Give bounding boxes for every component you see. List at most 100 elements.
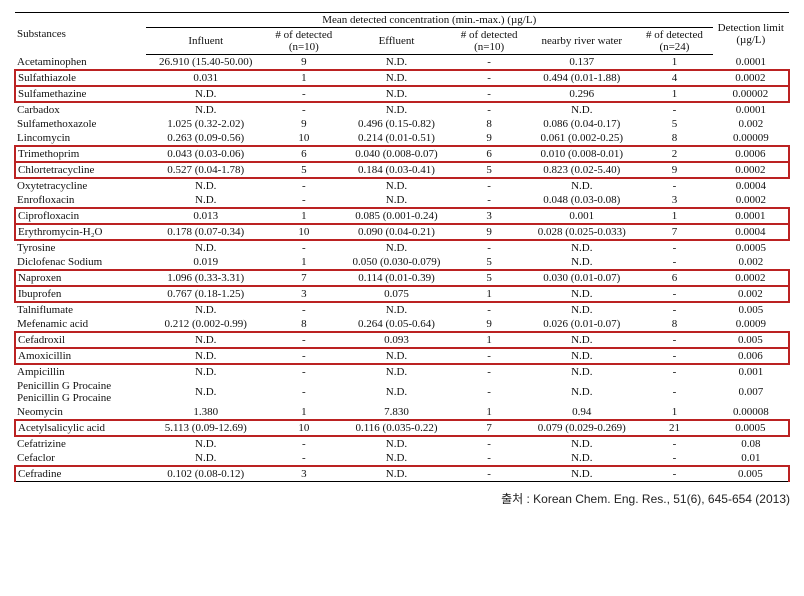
table-row: CefatrizineN.D.-N.D.-N.D.-0.08 (15, 436, 789, 451)
cell-detlim: 0.0002 (713, 270, 789, 286)
cell-ndet-river: 1 (636, 86, 712, 102)
cell-river: N.D. (527, 240, 636, 255)
cell-ndet-river: 1 (636, 208, 712, 224)
cell-ndet-influent: - (266, 436, 342, 451)
cell-detlim: 0.002 (713, 255, 789, 270)
cell-detlim: 0.0001 (713, 55, 789, 71)
cell-influent: N.D. (146, 348, 266, 364)
cell-ndet-river: 7 (636, 224, 712, 240)
cell-ndet-river: 1 (636, 55, 712, 71)
cell-effluent: N.D. (342, 240, 451, 255)
cell-ndet-effluent: 3 (451, 208, 527, 224)
cell-ndet-effluent: 5 (451, 270, 527, 286)
cell-substance: Carbadox (15, 102, 146, 117)
col-ndet24: # of detected (n=24) (636, 28, 712, 55)
cell-river: N.D. (527, 451, 636, 466)
cell-detlim: 0.0004 (713, 224, 789, 240)
table-row: Sulfathiazole0.0311N.D.-0.494 (0.01-1.88… (15, 70, 789, 86)
cell-substance: Cefadroxil (15, 332, 146, 348)
cell-effluent: 0.040 (0.008-0.07) (342, 146, 451, 162)
cell-substance: Trimethoprim (15, 146, 146, 162)
table-row: CarbadoxN.D.-N.D.-N.D.-0.0001 (15, 102, 789, 117)
cell-ndet-influent: - (266, 332, 342, 348)
cell-detlim: 0.002 (713, 286, 789, 302)
cell-effluent: 0.214 (0.01-0.51) (342, 131, 451, 146)
cell-river: 0.026 (0.01-0.07) (527, 317, 636, 332)
cell-ndet-effluent: - (451, 102, 527, 117)
cell-detlim: 0.01 (713, 451, 789, 466)
table-row: CefaclorN.D.-N.D.-N.D.-0.01 (15, 451, 789, 466)
cell-river: 0.823 (0.02-5.40) (527, 162, 636, 178)
cell-ndet-influent: 1 (266, 405, 342, 420)
cell-influent: 1.096 (0.33-3.31) (146, 270, 266, 286)
concentration-table: Substances Mean detected concentration (… (14, 12, 790, 482)
table-row: TalniflumateN.D.-N.D.-N.D.-0.005 (15, 302, 789, 317)
cell-effluent: 0.050 (0.030-0.079) (342, 255, 451, 270)
cell-ndet-effluent: 9 (451, 131, 527, 146)
cell-influent: 0.527 (0.04-1.78) (146, 162, 266, 178)
cell-substance: Diclofenac Sodium (15, 255, 146, 270)
cell-ndet-river: - (636, 102, 712, 117)
cell-ndet-river: - (636, 255, 712, 270)
cell-influent: 0.013 (146, 208, 266, 224)
cell-river: 0.010 (0.008-0.01) (527, 146, 636, 162)
cell-ndet-influent: - (266, 451, 342, 466)
cell-effluent: 0.496 (0.15-0.82) (342, 117, 451, 131)
cell-detlim: 0.005 (713, 302, 789, 317)
cell-substance: Talniflumate (15, 302, 146, 317)
table-row: Penicillin G Procaine Penicillin G Proca… (15, 379, 789, 405)
cell-influent: 0.019 (146, 255, 266, 270)
cell-ndet-influent: - (266, 348, 342, 364)
cell-ndet-river: - (636, 348, 712, 364)
cell-ndet-influent: 5 (266, 162, 342, 178)
cell-ndet-influent: 9 (266, 117, 342, 131)
cell-ndet-influent: 9 (266, 55, 342, 71)
cell-effluent: 0.114 (0.01-0.39) (342, 270, 451, 286)
cell-ndet-influent: 10 (266, 131, 342, 146)
table-row: AmpicillinN.D.-N.D.-N.D.-0.001 (15, 364, 789, 379)
cell-influent: 0.043 (0.03-0.06) (146, 146, 266, 162)
cell-ndet-effluent: - (451, 348, 527, 364)
cell-ndet-river: - (636, 364, 712, 379)
table-row: OxytetracyclineN.D.-N.D.-N.D.-0.0004 (15, 178, 789, 193)
cell-detlim: 0.005 (713, 466, 789, 482)
cell-ndet-influent: 8 (266, 317, 342, 332)
cell-effluent: N.D. (342, 86, 451, 102)
cell-influent: 0.102 (0.08-0.12) (146, 466, 266, 482)
cell-ndet-effluent: 7 (451, 420, 527, 436)
table-row: EnrofloxacinN.D.-N.D.-0.048 (0.03-0.08)3… (15, 193, 789, 208)
cell-effluent: N.D. (342, 193, 451, 208)
cell-ndet-effluent: 8 (451, 117, 527, 131)
cell-ndet-influent: 3 (266, 286, 342, 302)
cell-ndet-river: - (636, 302, 712, 317)
table-row: Sulfamethoxazole1.025 (0.32-2.02)90.496 … (15, 117, 789, 131)
col-mdc-title: Mean detected concentration (min.-max.) … (146, 13, 713, 28)
cell-detlim: 0.00008 (713, 405, 789, 420)
cell-ndet-effluent: - (451, 86, 527, 102)
table-row: Ciprofloxacin0.01310.085 (0.001-0.24)30.… (15, 208, 789, 224)
table-row: SulfamethazineN.D.-N.D.-0.29610.00002 (15, 86, 789, 102)
cell-substance: Tyrosine (15, 240, 146, 255)
cell-river: N.D. (527, 436, 636, 451)
cell-substance: Chlortetracycline (15, 162, 146, 178)
cell-detlim: 0.0009 (713, 317, 789, 332)
cell-ndet-influent: - (266, 302, 342, 317)
table-row: Acetylsalicylic acid5.113 (0.09-12.69)10… (15, 420, 789, 436)
cell-detlim: 0.0002 (713, 70, 789, 86)
cell-river: N.D. (527, 102, 636, 117)
cell-influent: N.D. (146, 193, 266, 208)
cell-ndet-effluent: 5 (451, 255, 527, 270)
cell-river: 0.048 (0.03-0.08) (527, 193, 636, 208)
cell-influent: 0.212 (0.002-0.99) (146, 317, 266, 332)
cell-ndet-effluent: - (451, 466, 527, 482)
cell-river: N.D. (527, 255, 636, 270)
cell-influent: N.D. (146, 379, 266, 405)
col-influent: Influent (146, 28, 266, 55)
cell-effluent: 0.184 (0.03-0.41) (342, 162, 451, 178)
cell-ndet-effluent: - (451, 55, 527, 71)
cell-river: 0.494 (0.01-1.88) (527, 70, 636, 86)
cell-river: 0.030 (0.01-0.07) (527, 270, 636, 286)
cell-substance: Ciprofloxacin (15, 208, 146, 224)
cell-detlim: 0.0005 (713, 240, 789, 255)
table-row: AmoxicillinN.D.-N.D.-N.D.-0.006 (15, 348, 789, 364)
